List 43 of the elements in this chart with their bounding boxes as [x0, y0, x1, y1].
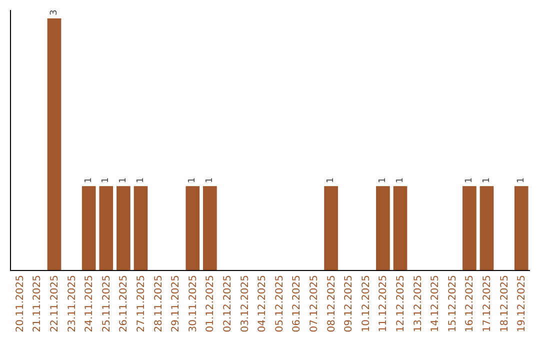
x-tick-label: 27.11.2025 — [136, 275, 147, 332]
data-label: 3 — [49, 10, 60, 16]
data-label: 1 — [395, 177, 406, 184]
x-tick-label: 07.12.2025 — [309, 275, 320, 332]
x-tick-label: 28.11.2025 — [153, 275, 164, 332]
x-tick-label: 23.11.2025 — [66, 275, 78, 332]
data-label: 1 — [101, 177, 112, 184]
x-tick-label: 29.11.2025 — [170, 275, 182, 332]
x-tick-label: 14.12.2025 — [430, 275, 442, 332]
x-tick-label: 17.12.2025 — [482, 275, 493, 332]
data-label: 1 — [378, 177, 388, 184]
x-tick-label: 04.12.2025 — [257, 275, 268, 332]
x-tick-label: 05.12.2025 — [274, 275, 286, 332]
x-tick-label: 19.12.2025 — [516, 275, 528, 332]
data-label: 1 — [326, 177, 336, 184]
x-tick-label: 13.12.2025 — [412, 275, 424, 332]
x-tick-label: 16.12.2025 — [464, 275, 476, 332]
x-tick-label: 02.12.2025 — [222, 275, 234, 332]
x-tick-label: 12.12.2025 — [396, 275, 406, 332]
data-label: 1 — [464, 177, 474, 184]
data-label: 1 — [482, 177, 492, 184]
x-tick-label: 30.11.2025 — [188, 275, 199, 332]
x-tick-label: 15.12.2025 — [447, 275, 458, 332]
x-tick-label: 03.12.2025 — [240, 275, 251, 332]
x-tick-label: 20.11.2025 — [14, 275, 26, 332]
x-tick-label: 18.12.2025 — [499, 275, 510, 332]
x-tick-label: 11.12.2025 — [378, 275, 390, 332]
x-tick-label: 08.12.2025 — [326, 275, 338, 332]
data-label: 1 — [118, 177, 128, 184]
x-tick-label: 26.11.2025 — [118, 275, 130, 332]
x-tick-label: 21.11.2025 — [32, 275, 44, 332]
x-tick-label: 25.11.2025 — [101, 275, 112, 332]
x-tick-label: 06.12.2025 — [292, 275, 303, 332]
x-tick-label: 22.11.2025 — [50, 275, 60, 332]
x-tick-label: 01.12.2025 — [205, 275, 216, 332]
data-label: 1 — [204, 177, 215, 184]
data-label: 1 — [188, 177, 198, 184]
x-tick-label: 10.12.2025 — [360, 275, 372, 332]
data-label: 1 — [84, 177, 94, 184]
x-tick-label: 24.11.2025 — [84, 275, 96, 332]
data-label: 1 — [516, 177, 526, 184]
x-tick-label: 09.12.2025 — [344, 275, 355, 332]
data-label: 1 — [136, 177, 146, 184]
